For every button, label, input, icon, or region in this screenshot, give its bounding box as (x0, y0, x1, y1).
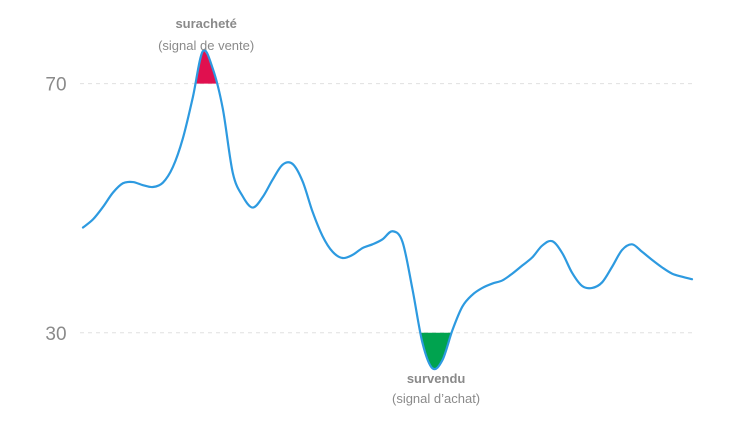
data-point (301, 179, 305, 183)
data-point (321, 234, 325, 238)
annotations: suracheté (signal de vente) survendu (si… (158, 16, 480, 406)
zone-fills (195, 50, 452, 370)
data-point (620, 248, 624, 252)
data-point (590, 286, 594, 290)
data-point (141, 183, 145, 187)
data-point (690, 277, 694, 281)
data-point (291, 162, 295, 166)
data-point (81, 226, 85, 230)
data-point (450, 328, 454, 332)
data-point (630, 242, 634, 246)
data-point (480, 286, 484, 290)
data-point (580, 284, 584, 288)
data-point (460, 305, 464, 309)
data-point (231, 171, 235, 175)
data-point (640, 250, 644, 254)
data-point (161, 181, 165, 185)
data-point (500, 278, 504, 282)
data-point (490, 282, 494, 286)
data-point (670, 272, 674, 276)
y-tick-label: 70 (45, 75, 66, 96)
data-point (111, 191, 115, 195)
data-point (430, 366, 434, 370)
data-point (221, 107, 225, 111)
data-point (91, 217, 95, 221)
grid (80, 83, 692, 334)
data-point (361, 246, 365, 250)
data-point (351, 253, 355, 257)
y-axis: 70 30 (45, 75, 66, 345)
data-point (390, 229, 394, 233)
data-point (251, 206, 255, 210)
data-point (151, 185, 155, 189)
data-point (311, 210, 315, 214)
overbought-annotation-subtitle: (signal de vente) (158, 38, 254, 53)
data-point (281, 163, 285, 167)
data-point (610, 265, 614, 269)
data-point (131, 180, 135, 184)
data-point (241, 194, 245, 198)
data-point (570, 271, 574, 275)
data-point (331, 250, 335, 254)
data-point (520, 264, 524, 268)
y-tick-label: 30 (45, 324, 66, 345)
data-point (510, 272, 514, 276)
data-point (530, 255, 534, 259)
overbought-annotation-title: suracheté (175, 16, 236, 31)
data-point (440, 358, 444, 362)
data-point (121, 181, 125, 185)
data-points (81, 49, 694, 370)
oversold-annotation-subtitle: (signal d’achat) (392, 391, 480, 406)
data-point (261, 195, 265, 199)
data-point (191, 95, 195, 99)
data-point (410, 287, 414, 291)
data-point (680, 275, 684, 279)
data-point (550, 239, 554, 243)
oversold-annotation-title: survendu (407, 371, 466, 386)
data-point (400, 240, 404, 244)
data-point (381, 237, 385, 241)
data-point (171, 165, 175, 169)
data-point (600, 280, 604, 284)
data-point (181, 136, 185, 140)
data-point (341, 256, 345, 260)
data-point (540, 244, 544, 248)
data-point (470, 293, 474, 297)
data-point (420, 341, 424, 345)
series-line (81, 49, 694, 371)
data-point (271, 178, 275, 182)
data-point (560, 251, 564, 255)
data-point (101, 205, 105, 209)
data-point (211, 67, 215, 71)
data-point (660, 265, 664, 269)
data-point (371, 242, 375, 246)
data-point (650, 258, 654, 262)
